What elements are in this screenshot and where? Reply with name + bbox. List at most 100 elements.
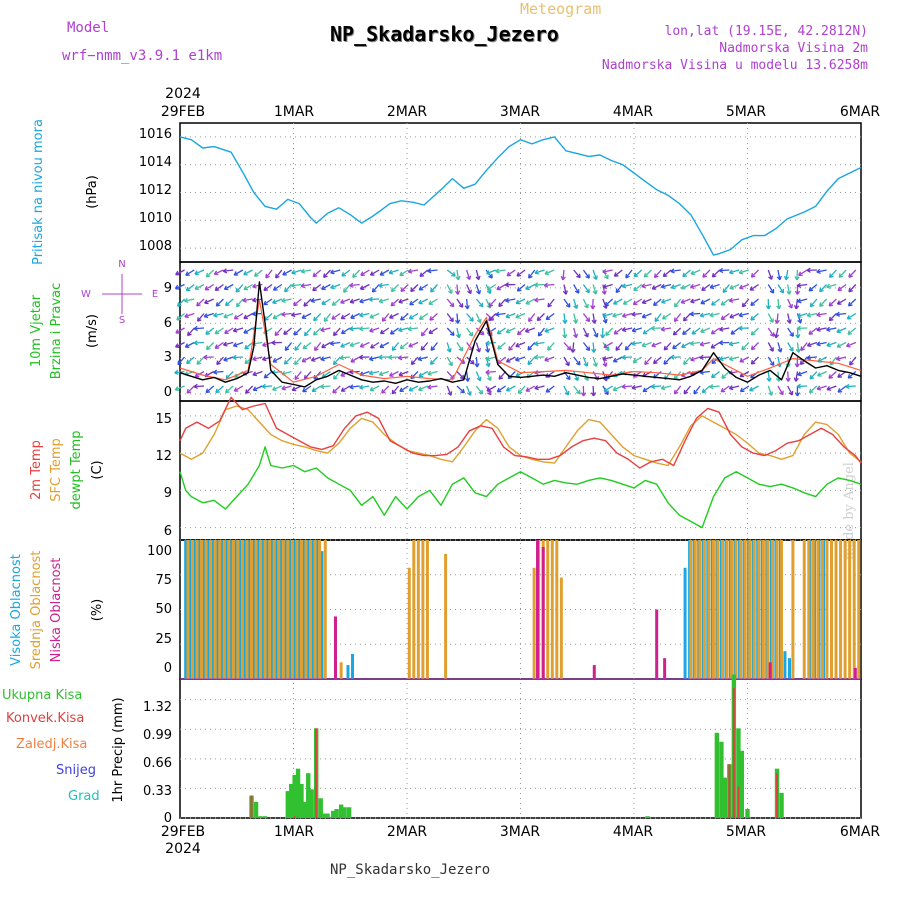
wind-arrowhead	[213, 315, 218, 318]
wind-arrowhead	[729, 300, 734, 303]
temp-ylabel-3: dewpt Temp	[69, 430, 84, 509]
wind-arrow	[663, 356, 672, 365]
wind-arrow	[719, 269, 730, 272]
wind-arrow	[495, 312, 506, 316]
wind-arrowhead	[485, 371, 490, 375]
wind-arrow	[349, 385, 360, 388]
wind-arrow	[281, 385, 292, 390]
wind-arrowhead	[368, 298, 373, 302]
cloud-high-bar	[184, 540, 188, 679]
wind-arrow	[410, 284, 419, 292]
wind-arrowhead	[809, 289, 814, 292]
wind-arrow	[272, 385, 283, 391]
wind-arrow	[252, 385, 263, 391]
top-tick-3mar: 3MAR	[500, 104, 541, 120]
wind-arrow	[381, 313, 390, 322]
precip-tick-132: 1.32	[143, 700, 172, 715]
wind-arrowhead	[787, 363, 791, 368]
wind-arrow	[446, 313, 454, 322]
wind-arrow	[605, 327, 614, 336]
wind-arrowhead	[369, 373, 374, 376]
wind-arrowhead	[388, 272, 394, 275]
wind-arrowhead	[505, 300, 510, 303]
wind-arrow	[245, 385, 254, 394]
wind-arrowhead	[616, 290, 621, 294]
wind-arrow	[359, 385, 370, 389]
wind-arrow	[625, 269, 633, 279]
wind-arrowhead	[452, 302, 455, 307]
wind-arrowhead	[505, 284, 510, 288]
wind-arrow	[314, 342, 322, 351]
wind-arrow	[544, 283, 555, 287]
precip-total-bar	[289, 783, 294, 818]
cloud-high-bar	[306, 540, 310, 679]
wind-arrowhead	[565, 290, 568, 295]
precip-legend-convective: Konvek.Kisa	[6, 711, 84, 726]
wind-arrow	[582, 284, 590, 294]
precip-tick-033: 0.33	[143, 784, 172, 799]
wind-arrowhead	[709, 314, 714, 318]
wind-arrow	[602, 298, 608, 309]
wind-arrow	[475, 342, 481, 353]
wind-arrow	[475, 313, 482, 323]
wind-arrow	[644, 356, 652, 365]
wind-arrow	[729, 283, 740, 290]
precip-total-bar	[334, 809, 339, 818]
cloud-high-bar	[252, 540, 256, 679]
wind-arrow	[174, 370, 185, 374]
wind-arrow	[223, 312, 234, 318]
wind-arrowhead	[391, 289, 396, 293]
precip-total-bar	[258, 816, 263, 818]
wind-arrow	[848, 269, 857, 278]
cloud-mid-bar	[318, 540, 322, 679]
wind-arrow	[797, 312, 808, 317]
wind-arrow	[466, 371, 469, 382]
wind-arrow	[651, 385, 662, 388]
wind-arrowhead	[700, 331, 705, 334]
wind-arrow	[214, 341, 224, 349]
wind-arrow	[293, 298, 302, 307]
wind-arrowhead	[466, 305, 470, 310]
wind-arrow	[615, 284, 623, 293]
cloud-high-bar	[229, 540, 233, 679]
wind-arrow	[537, 327, 546, 337]
wind-arrow	[427, 269, 438, 272]
wind-arrow	[573, 298, 578, 309]
wind-arrowhead	[281, 300, 286, 303]
cloud-mid-bar	[299, 540, 303, 679]
wind-arrow	[213, 312, 224, 317]
wind-arrowhead	[206, 275, 211, 278]
wind-arrow	[582, 356, 588, 367]
wind-arrowhead	[398, 357, 403, 361]
cloud-mid-bar	[748, 540, 752, 679]
wind-arrowhead	[650, 327, 656, 331]
2m-temp-line	[179, 396, 862, 469]
wind-arrow	[196, 356, 205, 365]
wind-arrowhead	[644, 275, 649, 278]
wind-arrowhead	[497, 347, 502, 350]
compass-east-label: E	[152, 289, 158, 300]
wind-arrowhead	[236, 290, 241, 293]
wind-arrowhead	[702, 275, 707, 278]
wind-arrow	[232, 356, 243, 359]
wind-arrowhead	[349, 344, 355, 348]
wind-arrow	[836, 356, 847, 360]
wind-arrow	[602, 356, 613, 361]
wind-arrowhead	[826, 286, 831, 289]
wind-arrow	[294, 356, 302, 365]
wind-arrow	[690, 269, 701, 275]
wind-arrowhead	[575, 333, 579, 338]
wind-arrowhead	[430, 290, 435, 293]
wind-arrowhead	[602, 271, 607, 275]
cloud-mid-bar	[416, 540, 420, 679]
precip-total-bar	[299, 783, 304, 818]
wind-arrow	[262, 385, 273, 388]
wind-arrow	[225, 385, 234, 394]
wind-arrowhead	[252, 313, 257, 317]
wind-arrow	[787, 313, 791, 324]
wind-arrow	[359, 312, 370, 317]
wind-arrowhead	[605, 377, 611, 380]
cloud-high-bar	[320, 551, 324, 679]
wind-arrowhead	[826, 388, 832, 391]
wind-arrowhead	[281, 314, 286, 317]
